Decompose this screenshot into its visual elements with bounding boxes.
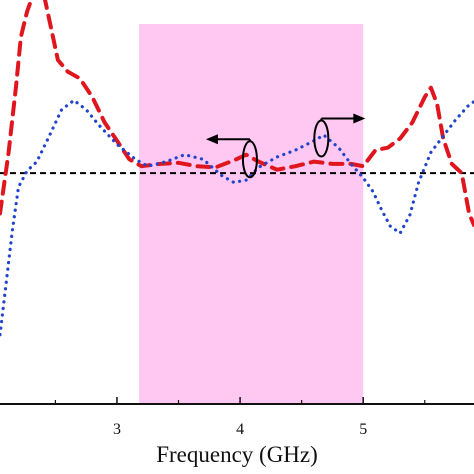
- annotations: [205, 113, 366, 179]
- plot-area: [0, 0, 474, 337]
- highlight-band: [139, 24, 364, 404]
- arrow-right-icon: [353, 113, 366, 124]
- series-line-dotted: [0, 98, 474, 337]
- ellipse-arrow-annotation: [313, 113, 366, 158]
- x-axis-title: Frequency (GHz): [156, 442, 318, 467]
- x-tick-label: 4: [236, 421, 244, 438]
- x-tick-label: 3: [113, 421, 121, 438]
- x-tick-label: 5: [359, 421, 367, 438]
- x-axis-ticks: 3 4 5: [54, 397, 426, 438]
- arrow-left-icon: [205, 134, 218, 145]
- ellipse-arrow-annotation: [205, 134, 258, 179]
- series-line-dashed: [0, 0, 474, 228]
